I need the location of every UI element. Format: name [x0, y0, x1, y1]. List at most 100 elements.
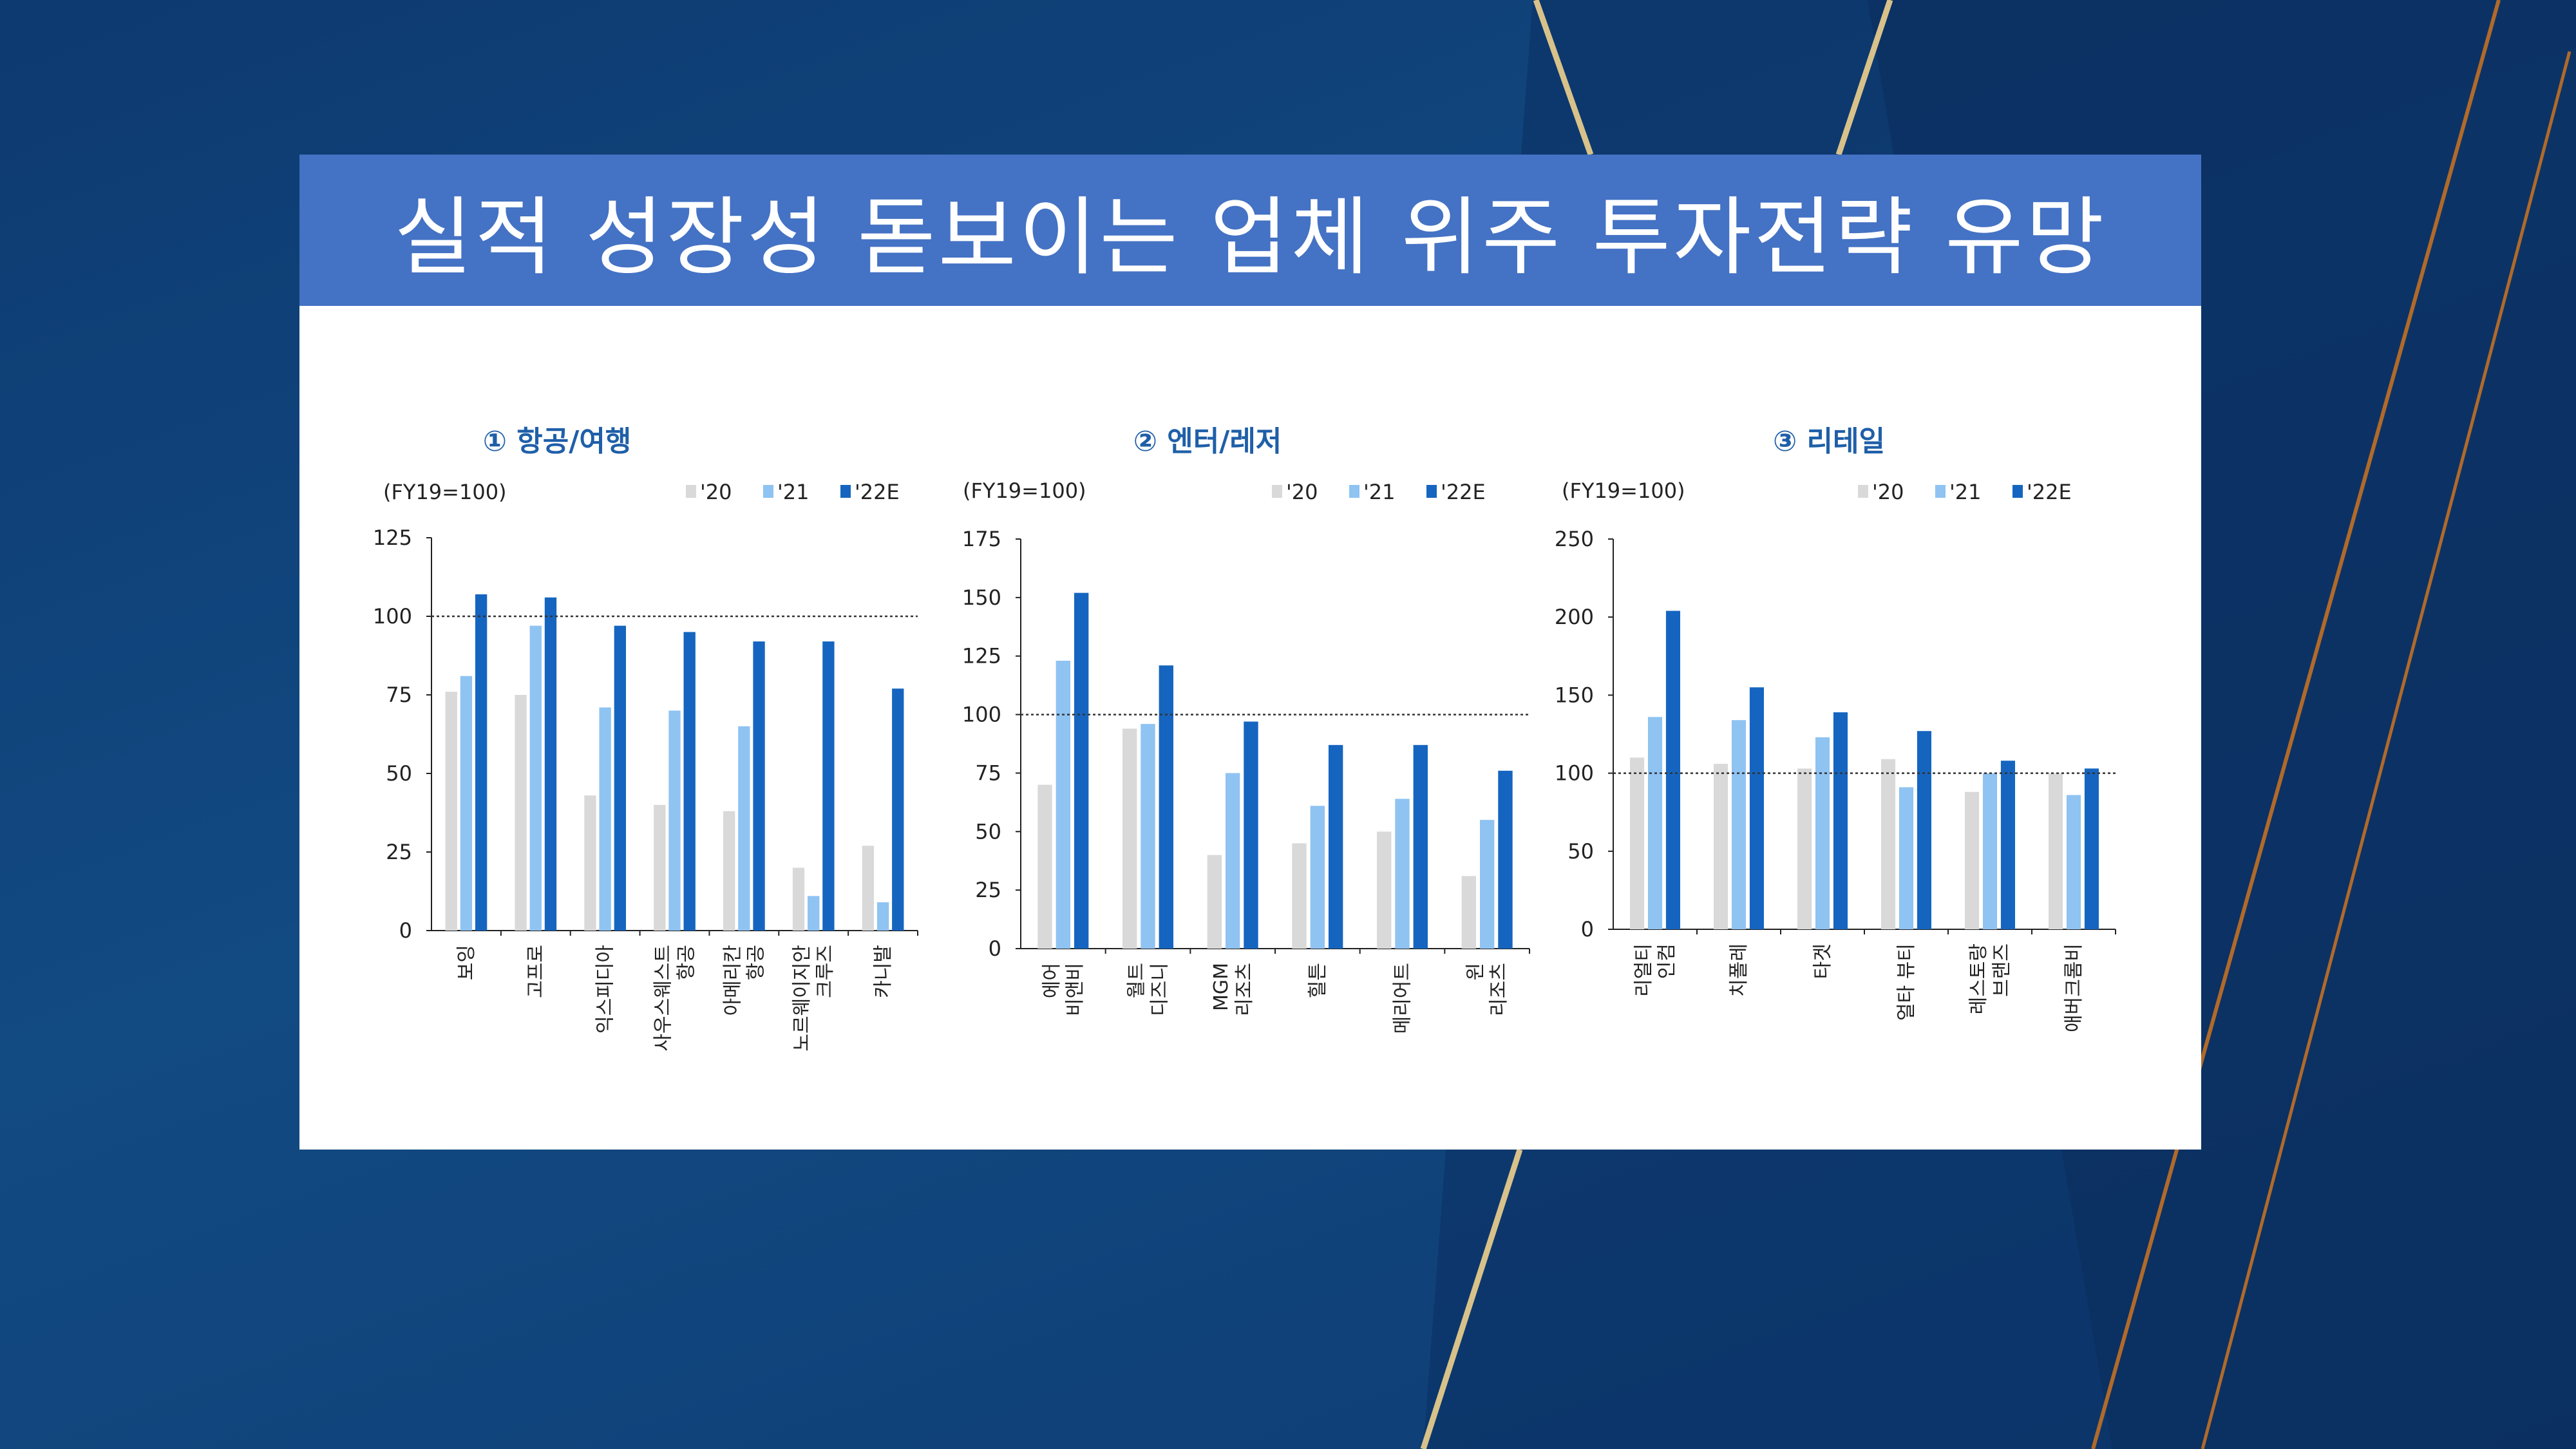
y-tick-label: 250: [1555, 527, 1594, 551]
y-tick-label: 50: [386, 761, 412, 786]
legend-label: '22E: [855, 480, 900, 504]
legend-label: '22E: [1441, 480, 1486, 504]
y-tick-label: 25: [386, 840, 412, 864]
bar: [753, 641, 765, 931]
gold-accent-line: [1533, 0, 1594, 156]
legend-label: '20: [1872, 480, 1904, 504]
y-tick-label: 25: [975, 878, 1001, 902]
x-category-label: 보잉: [455, 945, 478, 980]
chart-title: ③ 리테일: [1773, 425, 1885, 458]
bar: [1917, 731, 1931, 929]
bar: [1310, 806, 1325, 949]
gold-accent-line: [1835, 0, 1893, 156]
bar: [876, 902, 889, 931]
bar: [892, 688, 904, 931]
x-category-label: MGM: [1210, 963, 1233, 1011]
bar: [1159, 665, 1173, 949]
bar: [1413, 744, 1428, 949]
slide-title: 실적 성장성 돋보이는 업체 위주 투자전략 유망: [393, 188, 2107, 287]
bar: [738, 726, 750, 931]
y-tick-label: 150: [962, 585, 1001, 610]
y-tick-label: 125: [962, 644, 1001, 668]
y-tick-label: 50: [1567, 839, 1594, 864]
bar: [1731, 720, 1747, 929]
legend-swatch: [1858, 485, 1868, 498]
bar: [862, 846, 875, 931]
bar: [2066, 795, 2081, 929]
x-category-label: 레스토랑: [1967, 943, 1990, 1014]
x-category-label: 익스피디아: [594, 945, 617, 1034]
bar: [1225, 773, 1240, 949]
x-category-label: 디즈니: [1149, 963, 1171, 1016]
legend-label: '20: [1286, 480, 1318, 504]
x-category-label: 힐튼: [1307, 963, 1329, 998]
x-category-label: 항공: [676, 945, 698, 980]
x-category-label: 크루즈: [814, 945, 837, 998]
y-tick-label: 75: [975, 761, 1001, 785]
bar: [1665, 611, 1680, 929]
legend-swatch: [1426, 485, 1437, 498]
bar: [1833, 712, 1848, 929]
x-category-label: 비앤비: [1064, 963, 1086, 1016]
bar: [808, 896, 820, 931]
bar: [445, 692, 457, 931]
bar: [584, 795, 596, 931]
x-category-label: 아메리칸: [721, 945, 744, 1016]
bar: [2000, 761, 2015, 929]
bar: [1056, 660, 1071, 949]
y-tick-label: 100: [962, 703, 1001, 727]
legend-swatch: [1272, 485, 1282, 498]
bar: [475, 594, 488, 931]
legend-label: '20: [700, 480, 732, 504]
bar: [515, 695, 527, 931]
bar: [1815, 737, 1830, 929]
x-category-label: 타겟: [1812, 943, 1834, 979]
bar: [544, 597, 557, 931]
orange-accent-line: [2201, 51, 2571, 1449]
x-category-label: 사우스웨스트: [652, 945, 675, 1052]
legend-swatch: [763, 485, 773, 498]
gold-accent-line: [1420, 1148, 1523, 1449]
x-category-label: 노르웨이지안: [791, 945, 813, 1052]
orange-accent-line: [2091, 0, 2501, 1449]
y-tick-label: 100: [373, 604, 412, 629]
x-category-label: 리조츠: [1488, 963, 1510, 1016]
x-category-label: 브랜즈: [1991, 943, 2013, 997]
x-category-label: 메리어트: [1392, 963, 1414, 1034]
x-category-label: 인컴: [1656, 943, 1678, 979]
bar: [792, 867, 805, 931]
bar: [1498, 770, 1513, 949]
bar: [723, 811, 735, 931]
bar: [1244, 721, 1258, 949]
bar: [1141, 724, 1155, 949]
x-category-label: 에어: [1041, 963, 1063, 998]
bar: [1714, 764, 1728, 929]
y-tick-label: 175: [962, 527, 1001, 551]
charts-canvas: ① 항공/여행 (FY19=100) '20 '21 '22E 0 25 50 75 100 125…: [373, 425, 2116, 1052]
legend-swatch: [2012, 485, 2023, 498]
x-category-label: 애버크롬비: [2063, 943, 2085, 1032]
bar: [2049, 773, 2063, 929]
y-tick-label: 50: [975, 819, 1001, 844]
bar: [1899, 787, 1914, 929]
y-tick-label: 0: [399, 918, 412, 943]
x-category-label: 윈: [1464, 963, 1487, 981]
x-category-label: 월트: [1126, 963, 1148, 998]
x-category-label: 리조츠: [1233, 963, 1256, 1016]
bar: [614, 625, 626, 931]
legend-label: '22E: [2027, 480, 2072, 504]
x-category-label: 고프로: [525, 945, 547, 998]
bar: [1122, 728, 1137, 949]
bar: [1461, 876, 1477, 949]
title-bar: 실적 성장성 돋보이는 업체 위주 투자전략 유망: [299, 155, 2201, 306]
bar: [654, 804, 666, 931]
bar: [822, 641, 835, 931]
bar: [1328, 744, 1343, 949]
bar: [1037, 784, 1052, 949]
bar: [1074, 592, 1089, 949]
legend-label: '21: [1949, 480, 1982, 504]
bar: [1630, 757, 1645, 929]
y-tick-label: 125: [373, 526, 412, 550]
x-category-label: 얼타 뷰티: [1895, 943, 1918, 1021]
chart-panel: ① 항공/여행 (FY19=100) '20 '21 '22E 0 25 50 75 100 125…: [299, 306, 2201, 1150]
